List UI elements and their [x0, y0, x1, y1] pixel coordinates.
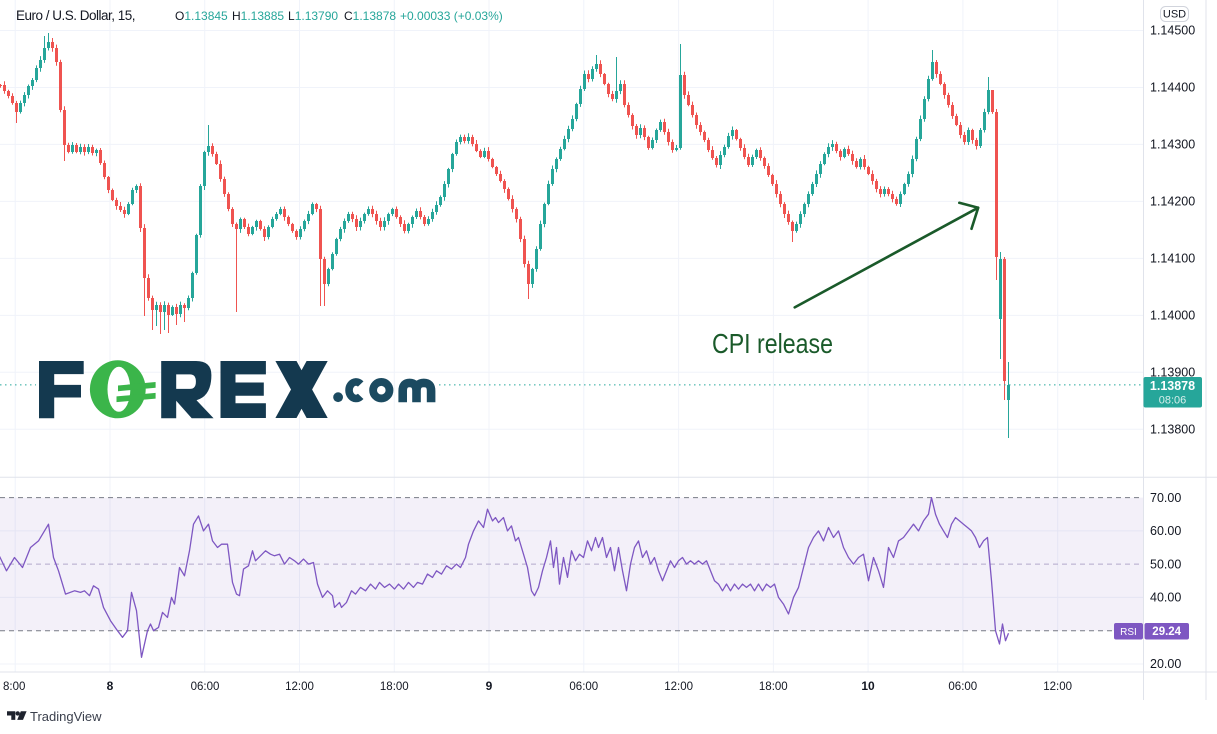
svg-text:1.13878: 1.13878 — [1150, 379, 1195, 393]
svg-text:8:00: 8:00 — [3, 681, 25, 693]
svg-text:1.14500: 1.14500 — [1150, 24, 1195, 38]
svg-text:60.00: 60.00 — [1150, 524, 1181, 538]
svg-text:9: 9 — [486, 679, 493, 693]
svg-text:1.14100: 1.14100 — [1150, 252, 1195, 266]
svg-text:C1.13878: C1.13878 — [344, 9, 396, 23]
svg-text:1.13800: 1.13800 — [1150, 423, 1195, 437]
svg-text:USD: USD — [1163, 9, 1186, 21]
svg-text:10: 10 — [861, 679, 875, 693]
svg-text:06:00: 06:00 — [191, 681, 220, 693]
svg-text:20.00: 20.00 — [1150, 657, 1181, 671]
svg-text:40.00: 40.00 — [1150, 591, 1181, 605]
svg-text:18:00: 18:00 — [380, 681, 409, 693]
svg-text:12:00: 12:00 — [664, 681, 693, 693]
svg-text:12:00: 12:00 — [285, 681, 314, 693]
svg-text:H1.13885: H1.13885 — [232, 9, 284, 23]
svg-text:1.14300: 1.14300 — [1150, 138, 1195, 152]
svg-text:1.13900: 1.13900 — [1150, 366, 1195, 380]
svg-text:1.14000: 1.14000 — [1150, 309, 1195, 323]
svg-text:CPI release: CPI release — [712, 328, 833, 359]
svg-text:08:06: 08:06 — [1159, 395, 1187, 407]
svg-text:1.14400: 1.14400 — [1150, 81, 1195, 95]
svg-text:12:00: 12:00 — [1043, 681, 1072, 693]
svg-text:+0.00033 (+0.03%): +0.00033 (+0.03%) — [400, 9, 503, 23]
svg-text:50.00: 50.00 — [1150, 557, 1181, 571]
svg-text:06:00: 06:00 — [569, 681, 598, 693]
svg-text:L1.13790: L1.13790 — [288, 9, 338, 23]
svg-text:29.24: 29.24 — [1152, 626, 1181, 638]
svg-text:8: 8 — [107, 679, 114, 693]
svg-text:06:00: 06:00 — [948, 681, 977, 693]
svg-text:Euro / U.S. Dollar, 15,: Euro / U.S. Dollar, 15, — [16, 8, 135, 23]
svg-text:TradingView: TradingView — [30, 709, 102, 724]
svg-text:70.00: 70.00 — [1150, 491, 1181, 505]
svg-text:O1.13845: O1.13845 — [175, 9, 228, 23]
svg-text:1.14200: 1.14200 — [1150, 195, 1195, 209]
svg-text:18:00: 18:00 — [759, 681, 788, 693]
svg-text:RSI: RSI — [1120, 627, 1137, 638]
